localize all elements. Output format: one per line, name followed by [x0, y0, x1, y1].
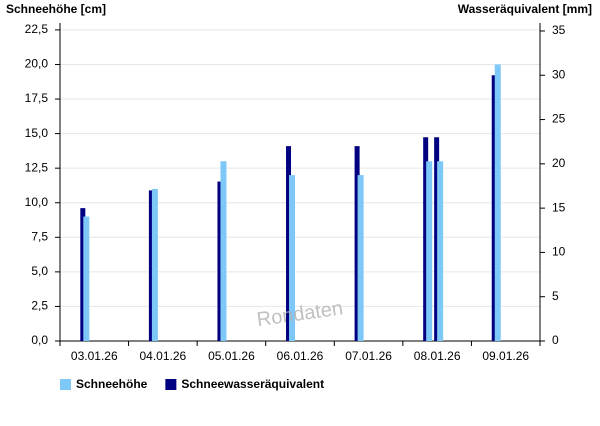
y2-tick-label: 20: [552, 156, 566, 170]
bar: [437, 161, 444, 341]
x-tick-label: 04.01.26: [139, 349, 186, 363]
x-tick-label: 09.01.26: [482, 349, 529, 363]
x-tick-label: 06.01.26: [277, 349, 324, 363]
legend-label: Schneewasseräquivalent: [181, 377, 324, 391]
y-tick-label: 12,5: [25, 160, 49, 174]
y-tick-label: 7,5: [31, 229, 48, 243]
legend-label: Schneehöhe: [76, 377, 148, 391]
y-tick-label: 0,0: [31, 333, 48, 347]
bar: [494, 64, 501, 341]
bar: [357, 175, 364, 341]
bar: [286, 146, 292, 341]
y2-axis-title: Wasseräquivalent [mm]: [458, 2, 592, 16]
bar: [423, 137, 429, 341]
x-tick-label: 03.01.26: [71, 349, 118, 363]
y2-tick-label: 15: [552, 200, 566, 214]
legend-swatch: [165, 379, 177, 390]
y2-tick-label: 30: [552, 67, 566, 81]
x-tick-label: 07.01.26: [345, 349, 392, 363]
y-tick-label: 2,5: [31, 299, 48, 313]
bar: [148, 190, 154, 341]
bar: [426, 161, 433, 341]
bar: [289, 175, 296, 341]
y-tick-label: 15,0: [25, 126, 49, 140]
bar: [151, 188, 158, 341]
y2-tick-label: 0: [552, 333, 559, 347]
bar: [83, 216, 90, 341]
y-tick-label: 5,0: [31, 264, 48, 278]
bar: [434, 137, 440, 341]
y-tick-label: 10,0: [25, 195, 49, 209]
x-tick-label: 05.01.26: [208, 349, 255, 363]
bar: [80, 208, 86, 341]
y2-tick-label: 35: [552, 23, 566, 37]
y-tick-label: 22,5: [25, 22, 49, 36]
bar: [491, 75, 497, 341]
bar: [354, 146, 360, 341]
bar: [220, 161, 227, 341]
x-tick-label: 08.01.26: [414, 349, 461, 363]
y2-tick-label: 10: [552, 245, 566, 259]
y-tick-label: 20,0: [25, 57, 49, 71]
y-tick-label: 17,5: [25, 91, 49, 105]
y2-tick-label: 5: [552, 289, 559, 303]
bar: [217, 181, 223, 341]
legend-swatch: [60, 379, 71, 390]
y2-tick-label: 25: [552, 112, 566, 126]
y-axis-title: Schneehöhe [cm]: [6, 2, 106, 16]
